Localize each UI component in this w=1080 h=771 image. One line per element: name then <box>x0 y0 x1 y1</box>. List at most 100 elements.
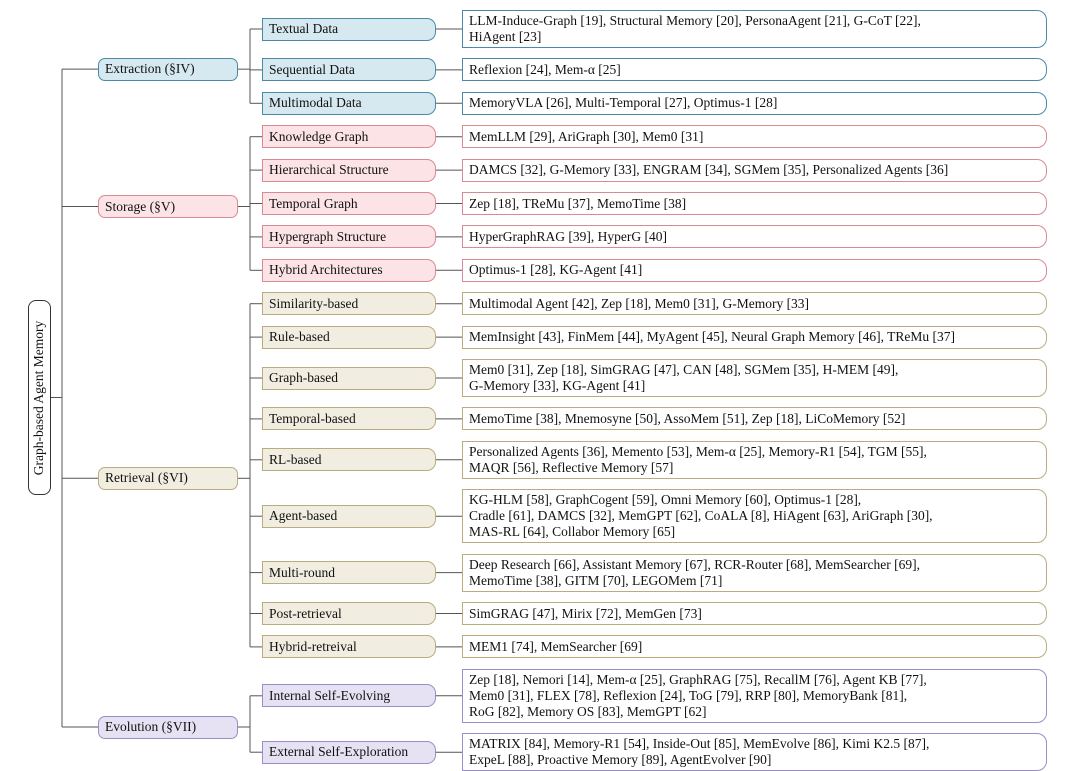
leaf-text: Reflexion [24], Mem-α [25] <box>469 62 621 78</box>
section-node: Storage (§V) <box>98 195 238 218</box>
category-label: Hypergraph Structure <box>269 228 387 244</box>
category-node: Post-retrieval <box>262 602 436 625</box>
leaf-node: Personalized Agents [36], Memento [53], … <box>462 440 1047 479</box>
leaf-text-line: MemLLM [29], AriGraph [30], Mem0 [31] <box>469 128 704 144</box>
leaf-text-line: HyperGraphRAG [39], HyperG [40] <box>469 228 667 244</box>
category-node: Hierarchical Structure <box>262 158 436 182</box>
leaf-text: MemLLM [29], AriGraph [30], Mem0 [31] <box>469 129 703 145</box>
section-node: Retrieval (§VI) <box>98 466 238 490</box>
leaf-text-line: MEM1 [74], MemSearcher [69] <box>469 638 643 654</box>
leaf-text: MemInsight [43], FinMem [44], MyAgent [4… <box>469 329 955 345</box>
leaf-text: KG-HLM [58], GraphCogent [59], Omni Memo… <box>469 492 933 540</box>
leaf-text-line: Cradle [61], DAMCS [32], MemGPT [62], Co… <box>469 508 933 524</box>
leaf-text-line: MAQR [56], Reflective Memory [57] <box>469 459 674 475</box>
category-node: Multimodal Data <box>262 91 436 115</box>
category-node: External Self-Exploration <box>262 740 436 764</box>
category-node: RL-based <box>262 448 436 472</box>
leaf-text: Mem0 [31], Zep [18], SimGRAG [47], CAN [… <box>469 362 898 394</box>
leaf-text-line: Reflexion [24], Mem-α [25] <box>469 61 621 77</box>
root-label: Graph-based Agent Memory <box>31 320 47 475</box>
category-node: Similarity-based <box>262 292 436 316</box>
root-node: Graph-based Agent Memory <box>28 300 51 495</box>
leaf-text-line: DAMCS [32], G-Memory [33], ENGRAM [34], … <box>469 162 949 178</box>
leaf-text: MEM1 [74], MemSearcher [69] <box>469 639 642 655</box>
category-label: Sequential Data <box>269 61 355 77</box>
category-label: Multimodal Data <box>269 95 362 111</box>
category-label: Temporal-based <box>269 410 356 426</box>
leaf-node: Deep Research [66], Assistant Memory [67… <box>462 553 1047 592</box>
leaf-text-line: HiAgent [23] <box>469 29 542 44</box>
section-node: Extraction (§IV) <box>98 57 238 81</box>
leaf-node: Multimodal Agent [42], Zep [18], Mem0 [3… <box>462 292 1047 316</box>
leaf-text-line: MATRIX [84], Memory-R1 [54], Inside-Out … <box>469 736 930 752</box>
leaf-text-line: G-Memory [33], KG-Agent [41] <box>469 378 646 393</box>
leaf-text-line: Optimus-1 [28], KG-Agent [41] <box>469 262 643 278</box>
leaf-text: DAMCS [32], G-Memory [33], ENGRAM [34], … <box>469 162 948 178</box>
leaf-text: Deep Research [66], Assistant Memory [67… <box>469 557 920 589</box>
leaf-node: HyperGraphRAG [39], HyperG [40] <box>462 225 1047 249</box>
leaf-node: DAMCS [32], G-Memory [33], ENGRAM [34], … <box>462 158 1047 182</box>
section-node: Evolution (§VII) <box>98 715 238 739</box>
category-node: Agent-based <box>262 504 436 528</box>
category-node: Graph-based <box>262 366 436 390</box>
category-label: Textual Data <box>269 21 339 36</box>
leaf-text: MemoTime [38], Mnemosyne [50], AssoMem [… <box>469 411 905 427</box>
leaf-text-line: Deep Research [66], Assistant Memory [67… <box>469 556 921 572</box>
leaf-text-line: LLM-Induce-Graph [19], Structural Memory… <box>469 13 921 28</box>
leaf-text: Multimodal Agent [42], Zep [18], Mem0 [3… <box>469 296 809 312</box>
category-label: Post-retrieval <box>269 605 342 621</box>
category-label: RL-based <box>269 451 322 467</box>
leaf-text: Personalized Agents [36], Memento [53], … <box>469 444 927 476</box>
leaf-text: HyperGraphRAG [39], HyperG [40] <box>469 229 667 245</box>
leaf-text-line: Zep [18], Nemori [14], Mem-α [25], Graph… <box>469 671 927 687</box>
section-label: Evolution (§VII) <box>105 719 197 734</box>
category-label: External Self-Exploration <box>269 744 409 760</box>
category-node: Hybrid Architectures <box>262 258 436 282</box>
category-label: Hybrid Architectures <box>269 262 383 278</box>
leaf-node: Reflexion [24], Mem-α [25] <box>462 58 1047 82</box>
category-label: Multi-round <box>269 564 335 580</box>
leaf-node: MEM1 [74], MemSearcher [69] <box>462 635 1047 659</box>
category-node: Internal Self-Evolving <box>262 684 436 708</box>
leaf-text-line: SimGRAG [47], Mirix [72], MemGen [73] <box>469 605 702 621</box>
category-node: Temporal-based <box>262 407 436 431</box>
category-node: Rule-based <box>262 325 436 349</box>
leaf-text-line: MemoTime [38], Mnemosyne [50], AssoMem [… <box>469 410 906 426</box>
category-node: Knowledge Graph <box>262 125 436 149</box>
leaf-text-line: MAS-RL [64], Collabor Memory [65] <box>469 524 676 540</box>
leaf-node: LLM-Induce-Graph [19], Structural Memory… <box>462 10 1047 48</box>
leaf-text-line: MemoTime [38], GITM [70], LEGOMem [71] <box>469 572 723 588</box>
leaf-node: MemLLM [29], AriGraph [30], Mem0 [31] <box>462 125 1047 149</box>
leaf-node: MemoryVLA [26], Multi-Temporal [27], Opt… <box>462 91 1047 115</box>
leaf-node: Optimus-1 [28], KG-Agent [41] <box>462 258 1047 282</box>
section-label: Storage (§V) <box>105 198 176 214</box>
leaf-text-line: MemInsight [43], FinMem [44], MyAgent [4… <box>469 329 956 345</box>
leaf-text-line: KG-HLM [58], GraphCogent [59], Omni Memo… <box>469 492 862 508</box>
leaf-node: Mem0 [31], Zep [18], SimGRAG [47], CAN [… <box>462 359 1047 397</box>
category-label: Knowledge Graph <box>269 128 369 144</box>
leaf-text-line: ExpeL [88], Proactive Memory [89], Agent… <box>469 752 772 768</box>
category-node: Temporal Graph <box>262 192 436 215</box>
leaf-text-line: Mem0 [31], Zep [18], SimGRAG [47], CAN [… <box>469 362 899 377</box>
category-label: Rule-based <box>269 329 330 345</box>
leaf-text: Zep [18], Nemori [14], Mem-α [25], Graph… <box>469 672 927 720</box>
leaf-node: MATRIX [84], Memory-R1 [54], Inside-Out … <box>462 733 1047 771</box>
category-node: Multi-round <box>262 561 436 585</box>
leaf-text-line: RoG [82], Memory OS [83], MemGPT [62] <box>469 703 707 719</box>
leaf-text: Zep [18], TReMu [37], MemoTime [38] <box>469 196 686 212</box>
leaf-node: Zep [18], TReMu [37], MemoTime [38] <box>462 192 1047 215</box>
category-label: Similarity-based <box>269 295 359 311</box>
category-node: Hypergraph Structure <box>262 225 436 249</box>
category-node: Textual Data <box>262 17 436 41</box>
leaf-node: MemoTime [38], Mnemosyne [50], AssoMem [… <box>462 407 1047 431</box>
category-label: Internal Self-Evolving <box>269 687 391 703</box>
leaf-text-line: Mem0 [31], FLEX [78], Reflexion [24], To… <box>469 687 908 703</box>
leaf-text: SimGRAG [47], Mirix [72], MemGen [73] <box>469 606 702 622</box>
leaf-text: LLM-Induce-Graph [19], Structural Memory… <box>469 13 921 45</box>
leaf-text: MemoryVLA [26], Multi-Temporal [27], Opt… <box>469 95 777 111</box>
category-label: Hybrid-retreival <box>269 638 357 654</box>
leaf-node: SimGRAG [47], Mirix [72], MemGen [73] <box>462 602 1047 625</box>
leaf-text: MATRIX [84], Memory-R1 [54], Inside-Out … <box>469 736 929 768</box>
leaf-text: Optimus-1 [28], KG-Agent [41] <box>469 262 642 278</box>
